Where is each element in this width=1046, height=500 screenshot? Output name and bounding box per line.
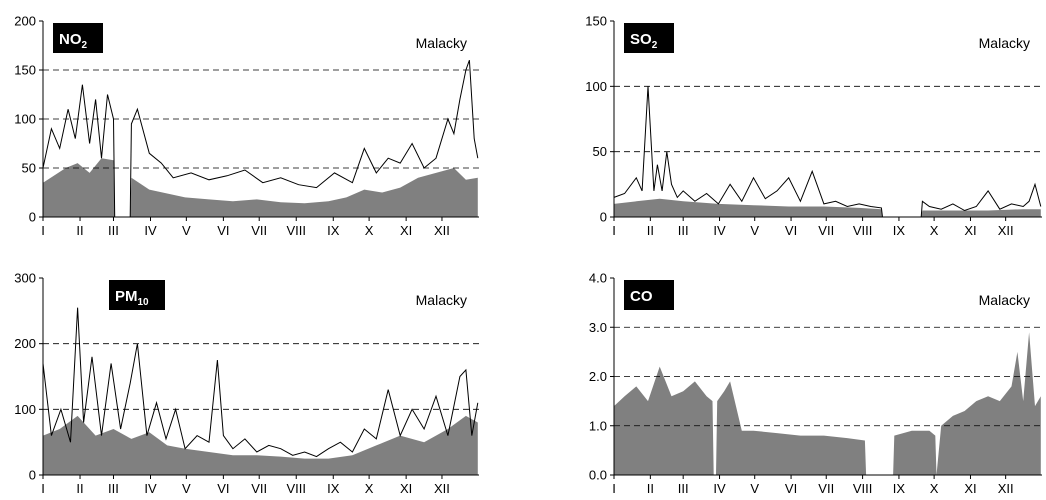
series-line [42, 60, 479, 218]
x-tick-label: II [647, 481, 654, 496]
y-tick-label: 200 [14, 14, 36, 29]
x-tick-label: I [612, 481, 616, 496]
x-tick-label: XII [434, 223, 450, 238]
x-tick-label: IV [144, 223, 157, 238]
x-tick-label: V [182, 223, 191, 238]
pollutant-label-main: CO [630, 288, 653, 305]
pollutant-label-main: NO [59, 31, 82, 48]
x-tick-label: X [930, 481, 939, 496]
x-tick-label: VI [217, 223, 229, 238]
x-tick-label: X [365, 223, 374, 238]
x-tick-label: XI [400, 481, 412, 496]
x-tick-label: I [41, 481, 45, 496]
station-label: Malacky [416, 292, 467, 308]
x-tick-label: VII [818, 481, 834, 496]
y-tick-label: 100 [14, 402, 36, 417]
y-tick-label: 100 [585, 79, 607, 94]
x-tick-label: III [678, 223, 689, 238]
series-line [613, 86, 1042, 218]
x-tick-label: X [930, 223, 939, 238]
x-tick-label: III [678, 481, 689, 496]
x-tick-label: IX [327, 223, 340, 238]
x-tick-label: VI [785, 223, 797, 238]
y-tick-label: 3.0 [589, 320, 607, 335]
pollutant-badge [624, 280, 674, 310]
x-tick-label: VI [217, 481, 229, 496]
y-tick-label: 50 [22, 161, 36, 176]
x-tick-label: III [108, 223, 119, 238]
y-tick-label: 200 [14, 336, 36, 351]
pollutant-label: CO [630, 288, 653, 305]
x-tick-label: V [750, 223, 759, 238]
x-tick-label: VIII [853, 223, 873, 238]
pollutant-label: PM10 [115, 288, 149, 308]
pollutant-label-main: PM [115, 288, 138, 305]
x-tick-label: VIII [286, 223, 306, 238]
pollutant-badge [109, 280, 165, 310]
y-tick-label: 1.0 [589, 418, 607, 433]
y-tick-label: 300 [14, 271, 36, 286]
pollutant-label: NO2 [59, 31, 88, 51]
station-label: Malacky [979, 292, 1030, 308]
pollutant-label-subscript: 2 [82, 40, 88, 51]
x-tick-label: I [612, 223, 616, 238]
pollutant-label-subscript: 10 [138, 297, 150, 308]
x-tick-label: VII [251, 481, 267, 496]
x-tick-label: IX [893, 481, 906, 496]
x-tick-label: V [750, 481, 759, 496]
pollutant-label-subscript: 2 [652, 40, 658, 51]
y-tick-label: 0 [29, 210, 36, 225]
y-tick-label: 2.0 [589, 369, 607, 384]
x-tick-label: I [41, 223, 45, 238]
x-tick-label: XII [998, 223, 1014, 238]
x-tick-label: VI [785, 481, 797, 496]
y-tick-label: 4.0 [589, 271, 607, 286]
series-fill-area [614, 198, 1041, 217]
y-tick-label: 150 [585, 14, 607, 29]
x-tick-label: II [76, 223, 83, 238]
series-fill-area [43, 158, 478, 217]
y-tick-label: 0 [29, 468, 36, 483]
station-label: Malacky [416, 35, 467, 51]
series-fill-area [43, 415, 478, 475]
pollutant-badge [624, 23, 674, 53]
pollutant-label-main: SO [630, 31, 652, 48]
x-tick-label: XII [434, 481, 450, 496]
x-tick-label: XI [964, 223, 976, 238]
pollutant-badge [53, 23, 103, 53]
x-tick-label: III [108, 481, 119, 496]
y-tick-label: 0 [600, 210, 607, 225]
x-tick-label: XI [400, 223, 412, 238]
x-tick-label: IV [713, 481, 726, 496]
x-tick-label: IX [327, 481, 340, 496]
x-tick-label: XII [998, 481, 1014, 496]
x-tick-label: V [182, 481, 191, 496]
x-tick-label: IV [713, 223, 726, 238]
y-tick-label: 50 [593, 144, 607, 159]
x-tick-label: IV [144, 481, 157, 496]
x-tick-label: IX [893, 223, 906, 238]
x-tick-label: XI [964, 481, 976, 496]
x-tick-label: X [365, 481, 374, 496]
panel-co: 0.01.02.03.04.0I II III IV V VI VII VIII IX X XI XI… [589, 271, 1042, 496]
series-fill-area [614, 332, 1041, 475]
y-tick-label: 150 [14, 63, 36, 78]
x-tick-label: II [76, 481, 83, 496]
station-label: Malacky [979, 35, 1030, 51]
y-tick-label: 0.0 [589, 468, 607, 483]
x-tick-label: VII [251, 223, 267, 238]
x-tick-label: VIII [286, 481, 306, 496]
series-line [42, 307, 479, 458]
x-tick-label: VIII [853, 481, 873, 496]
x-tick-label: VII [818, 223, 834, 238]
pollutant-label: SO2 [630, 31, 658, 51]
y-tick-label: 100 [14, 112, 36, 127]
x-tick-label: II [647, 223, 654, 238]
